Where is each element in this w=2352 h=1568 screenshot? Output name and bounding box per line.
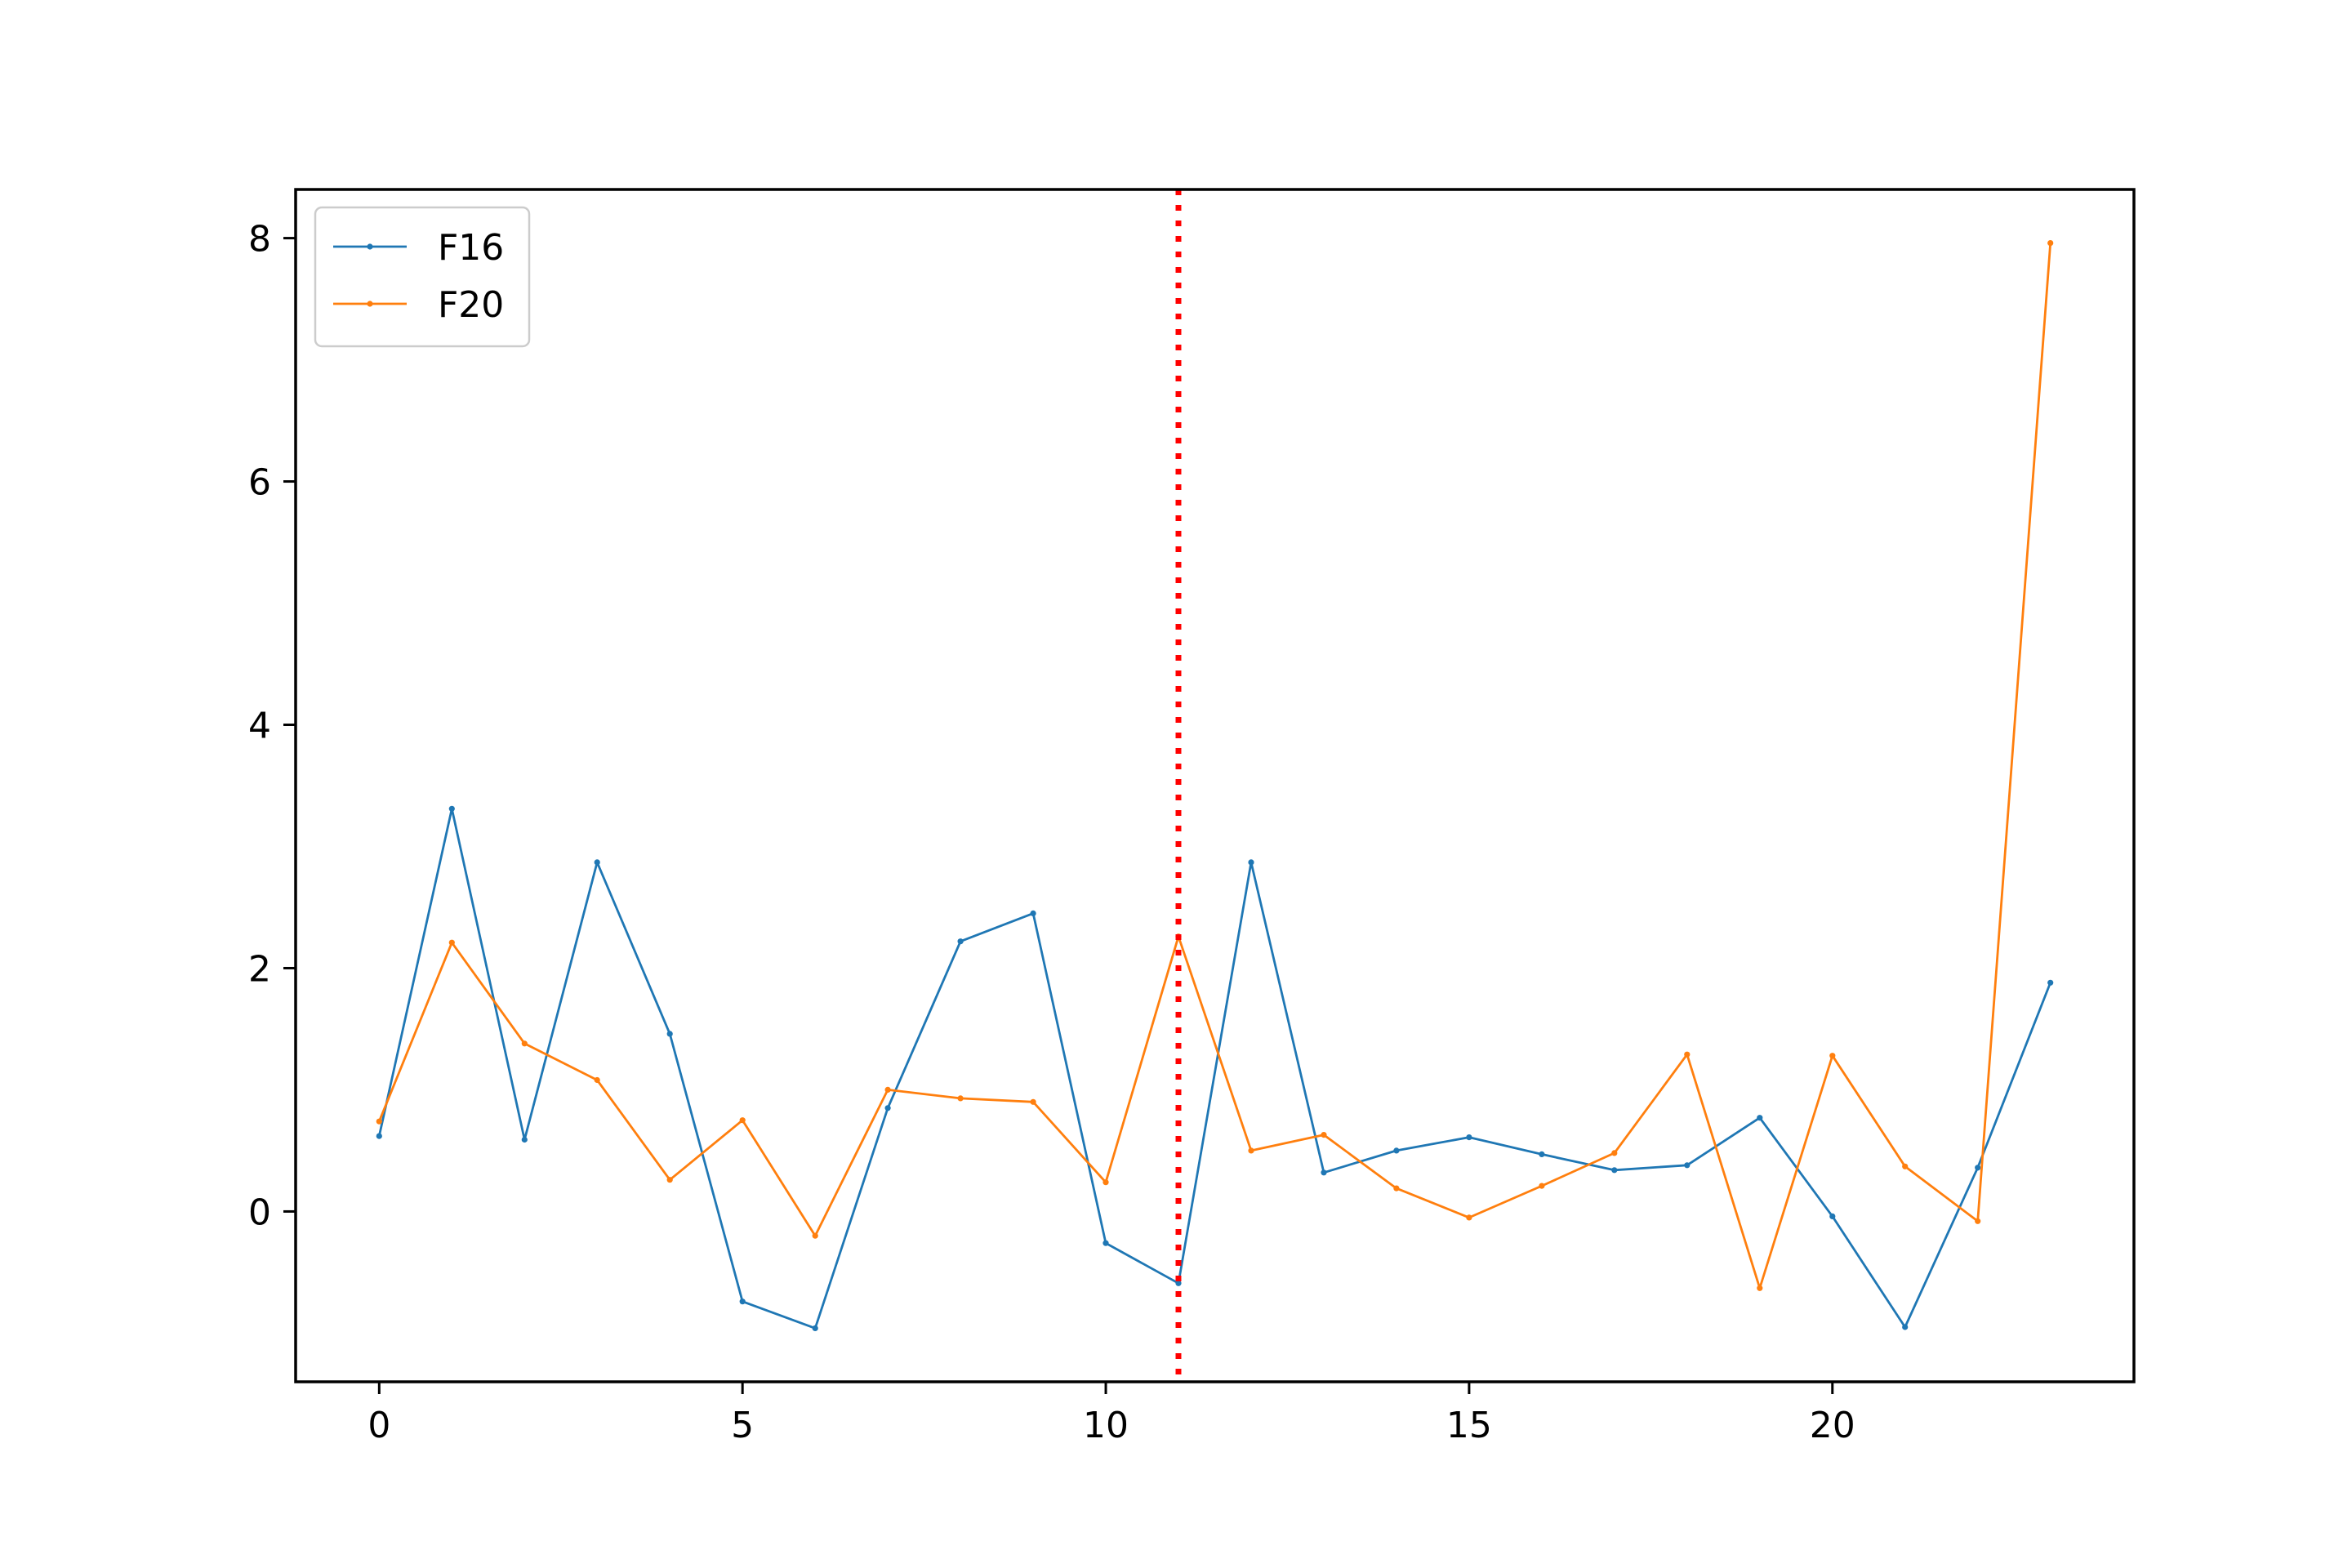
data-point-f20-10 [1102, 1179, 1109, 1186]
y-axis: 0 2 4 6 8 [248, 219, 296, 1233]
data-point-f16-19 [1757, 1115, 1763, 1121]
data-point-f20-0 [376, 1118, 382, 1125]
data-point-f20-4 [666, 1177, 673, 1183]
data-point-f16-20 [1829, 1213, 1836, 1219]
data-point-f16-11 [1175, 1280, 1182, 1286]
data-point-f16-15 [1466, 1134, 1472, 1141]
data-point-f16-21 [1902, 1324, 1909, 1330]
series-f20 [376, 240, 2054, 1291]
x-tick-label: 15 [1446, 1405, 1492, 1446]
x-tick-label: 0 [368, 1405, 390, 1446]
data-point-f20-13 [1321, 1132, 1327, 1138]
axes-border [294, 188, 2136, 1383]
data-point-f16-2 [521, 1136, 528, 1143]
x-tick-label: 10 [1083, 1405, 1129, 1446]
y-tick-label: 4 [248, 706, 271, 747]
data-point-f20-18 [1684, 1051, 1690, 1058]
data-point-f16-1 [448, 805, 455, 812]
data-point-f20-17 [1611, 1150, 1618, 1156]
legend-swatch-marker-f16 [367, 243, 373, 250]
data-point-f16-17 [1611, 1167, 1618, 1174]
data-point-f16-23 [2047, 979, 2054, 986]
data-point-f20-20 [1829, 1053, 1836, 1059]
series-layer [376, 240, 2054, 1331]
series-line-f16 [377, 807, 2052, 1330]
y-tick-label: 0 [248, 1192, 271, 1233]
plot-area [296, 189, 2134, 1382]
data-point-f16-7 [884, 1105, 891, 1111]
legend-swatch-marker-f20 [367, 301, 373, 307]
legend-label-f20: F20 [438, 284, 504, 326]
data-point-f16-10 [1102, 1240, 1109, 1246]
series-line-f20 [377, 242, 2052, 1290]
axes-background [296, 189, 2134, 1382]
data-point-f20-7 [884, 1086, 891, 1093]
data-point-f16-5 [739, 1298, 746, 1305]
data-point-f16-6 [812, 1325, 818, 1331]
y-tick-label: 8 [248, 219, 271, 261]
series-f16 [376, 805, 2054, 1331]
data-point-f16-0 [376, 1133, 382, 1139]
data-point-f16-13 [1321, 1169, 1327, 1176]
data-point-f20-22 [1975, 1218, 1981, 1224]
data-point-f16-22 [1975, 1165, 1981, 1171]
data-point-f20-16 [1539, 1183, 1545, 1189]
y-tick-label: 2 [248, 948, 271, 990]
data-point-f20-21 [1902, 1163, 1909, 1169]
data-point-f20-23 [2047, 240, 2054, 247]
data-point-f16-16 [1539, 1151, 1545, 1157]
data-point-f20-14 [1393, 1185, 1400, 1192]
legend-label-f16: F16 [438, 227, 504, 269]
legend-entry-f20: F20 [333, 284, 504, 326]
data-point-f20-6 [812, 1232, 818, 1239]
x-tick-label: 5 [731, 1405, 754, 1446]
data-point-f16-4 [666, 1031, 673, 1037]
data-point-f16-14 [1393, 1147, 1400, 1154]
data-point-f16-9 [1030, 910, 1036, 916]
data-point-f20-1 [448, 939, 455, 946]
data-point-f20-9 [1030, 1098, 1036, 1105]
axes-frame [294, 188, 2136, 1383]
data-point-f20-15 [1466, 1214, 1472, 1221]
data-point-f20-3 [594, 1076, 600, 1084]
data-point-f16-3 [594, 859, 600, 866]
y-tick-label: 6 [248, 462, 271, 504]
data-point-f16-18 [1684, 1162, 1690, 1169]
x-tick-label: 20 [1810, 1405, 1855, 1446]
data-point-f20-8 [957, 1095, 964, 1102]
legend-entry-f16: F16 [333, 227, 504, 269]
data-point-f16-8 [957, 938, 964, 945]
data-point-f16-12 [1248, 859, 1254, 866]
data-point-f20-2 [521, 1040, 528, 1047]
legend-box [314, 206, 531, 348]
data-point-f20-5 [739, 1117, 746, 1124]
data-point-f20-12 [1248, 1147, 1254, 1154]
x-axis: 0 5 10 15 20 [368, 1382, 1855, 1446]
data-point-f20-19 [1757, 1285, 1763, 1291]
